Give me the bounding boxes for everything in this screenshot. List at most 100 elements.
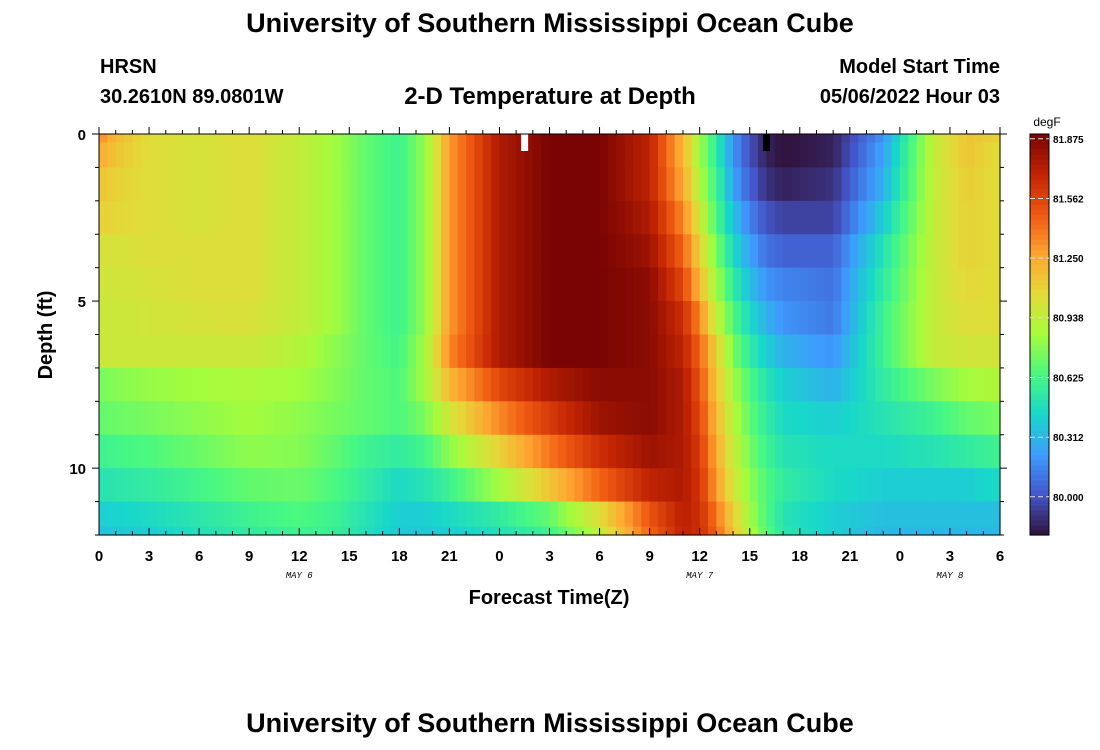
heatmap-cell	[441, 434, 450, 469]
heatmap-cell	[783, 334, 793, 369]
heatmap-cell	[874, 501, 884, 528]
colorbar-segment	[1030, 454, 1049, 461]
heatmap-cell	[499, 234, 509, 269]
heatmap-cell	[674, 468, 684, 503]
heatmap-cell	[749, 401, 759, 436]
heatmap-cell	[441, 501, 450, 528]
heatmap-cell	[766, 134, 776, 143]
heatmap-cell	[149, 134, 158, 143]
heatmap-cell	[607, 401, 617, 436]
heatmap-cell	[365, 200, 375, 235]
heatmap-cell	[207, 367, 217, 402]
heatmap-cell	[349, 134, 359, 143]
heatmap-cell	[315, 301, 325, 336]
x-tick-label: 9	[245, 548, 253, 565]
heatmap-cell	[374, 142, 384, 169]
heatmap-cell	[933, 401, 943, 436]
heatmap-cell	[824, 167, 834, 202]
heatmap-cell	[441, 367, 450, 402]
heatmap-cell	[365, 167, 375, 202]
heatmap-cell	[666, 200, 676, 235]
heatmap-cell	[165, 501, 175, 528]
heatmap-cell	[265, 434, 275, 469]
heatmap-cell	[516, 200, 526, 235]
heatmap-cell	[107, 200, 117, 235]
heatmap-cell	[649, 200, 659, 235]
heatmap-cell	[899, 167, 909, 202]
heatmap-cell	[758, 301, 768, 336]
heatmap-cell	[749, 526, 759, 536]
heatmap-cell	[724, 134, 734, 143]
heatmap-cell	[107, 234, 117, 269]
heatmap-cell	[416, 301, 425, 336]
heatmap-cell	[649, 134, 659, 143]
colorbar-segment	[1030, 174, 1049, 180]
heatmap-cell	[766, 434, 776, 469]
heatmap-cell	[933, 234, 943, 269]
heatmap-cell	[766, 501, 776, 528]
heatmap-cell	[524, 301, 534, 336]
heatmap-cell	[799, 167, 809, 202]
heatmap-cell	[199, 334, 209, 369]
heatmap-cell	[199, 367, 209, 402]
heatmap-cell	[441, 334, 450, 369]
heatmap-cell	[332, 367, 342, 402]
heatmap-cell	[207, 167, 217, 202]
heatmap-cell	[365, 234, 375, 269]
heatmap-cell	[407, 401, 417, 436]
heatmap-cell	[349, 301, 359, 336]
heatmap-cell	[466, 301, 476, 336]
heatmap-cell	[883, 301, 893, 336]
heatmap-cell	[624, 167, 634, 202]
heatmap-cell	[866, 468, 876, 503]
heatmap-cell	[315, 501, 325, 528]
colorbar-tick-label: 80.312	[1053, 433, 1084, 444]
x-tick-label: 12	[291, 548, 308, 565]
heatmap-cell	[599, 142, 609, 169]
heatmap-cell	[816, 267, 826, 302]
heatmap-cell	[941, 367, 951, 402]
heatmap-cell	[758, 334, 768, 369]
heatmap-cell	[749, 501, 759, 528]
heatmap-cell	[282, 134, 292, 143]
heatmap-cell	[724, 167, 734, 202]
heatmap-cell	[382, 367, 392, 402]
heatmap-cell	[574, 134, 584, 143]
heatmap-cell	[182, 367, 192, 402]
heatmap-cell	[541, 526, 551, 536]
heatmap-cell	[482, 200, 492, 235]
heatmap-cell	[449, 334, 459, 369]
heatmap-cell	[758, 501, 768, 528]
heatmap-cell	[866, 367, 876, 402]
heatmap-cell	[899, 401, 909, 436]
heatmap-cell	[958, 434, 968, 469]
heatmap-cell	[149, 234, 158, 269]
heatmap-cell	[624, 334, 634, 369]
heatmap-cell	[824, 334, 834, 369]
heatmap-cell	[891, 401, 901, 436]
heatmap-cell	[899, 142, 909, 169]
heatmap-cell	[541, 267, 551, 302]
heatmap-cell	[899, 134, 909, 143]
heatmap-cell	[399, 468, 409, 503]
heatmap-cell	[340, 267, 350, 302]
heatmap-cell	[115, 301, 125, 336]
heatmap-cell	[207, 434, 217, 469]
y-axis-label: Depth (ft)	[35, 291, 57, 380]
heatmap-cell	[307, 167, 317, 202]
heatmap-cell	[265, 334, 275, 369]
heatmap-cell	[374, 167, 384, 202]
heatmap-cell	[841, 334, 851, 369]
heatmap-cell	[532, 334, 542, 369]
heatmap-cell	[357, 501, 367, 528]
heatmap-cell	[124, 468, 133, 503]
chart-subtitle: 2-D Temperature at Depth	[404, 83, 696, 110]
heatmap-cell	[174, 301, 184, 336]
heatmap-cell	[541, 134, 551, 143]
colorbar-segment	[1030, 219, 1049, 225]
heatmap-cell	[541, 501, 551, 528]
heatmap-cell	[249, 334, 259, 369]
heatmap-cell	[574, 434, 584, 469]
heatmap-cell	[99, 367, 108, 402]
heatmap-cell	[290, 200, 300, 235]
